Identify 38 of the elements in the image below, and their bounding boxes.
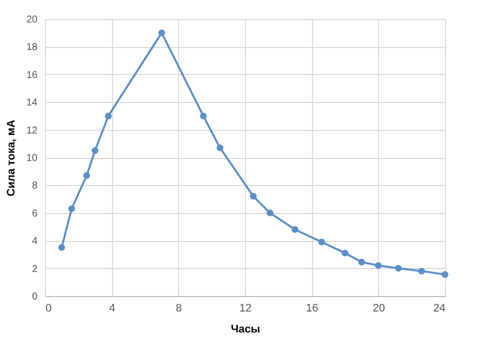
point: [318, 238, 326, 246]
y-tick-label: 8: [32, 180, 38, 192]
point: [158, 30, 166, 36]
x-axis-title: Часы: [230, 324, 260, 336]
x-tick-label: 16: [306, 302, 318, 314]
point: [68, 205, 76, 212]
y-tick-label: 20: [26, 14, 38, 26]
point: [358, 258, 366, 266]
point: [200, 112, 207, 120]
x-tick-label: 4: [109, 302, 116, 314]
x-tick-label: 8: [176, 302, 182, 314]
y-tick-label: 10: [26, 153, 38, 164]
point: [58, 244, 66, 251]
x-tick-label: 20: [372, 302, 385, 314]
y-tick-label: 2: [32, 264, 38, 275]
y-tick-label: 12: [26, 125, 38, 136]
point: [374, 262, 382, 269]
point: [250, 192, 257, 200]
y-tick-label: 18: [26, 42, 38, 54]
point: [266, 210, 274, 216]
point: [92, 147, 98, 154]
point: [418, 268, 426, 274]
y-tick-label: 4: [32, 236, 38, 248]
x-tick-label: 24: [433, 302, 446, 314]
x-tick-label: 0: [46, 302, 52, 314]
point: [104, 112, 112, 120]
y-tick-label: 16: [26, 70, 38, 81]
point: [292, 226, 298, 233]
y-tick-label: 0: [32, 292, 38, 302]
y-tick-label: 14: [26, 98, 38, 109]
point: [342, 250, 348, 256]
y-tick-label: 6: [32, 208, 38, 220]
point: [442, 271, 448, 278]
point: [394, 264, 402, 272]
point: [83, 172, 90, 179]
x-tick-label: 12: [239, 302, 252, 314]
point: [216, 144, 224, 152]
y-axis-title: Сила тока, мА: [5, 120, 18, 196]
